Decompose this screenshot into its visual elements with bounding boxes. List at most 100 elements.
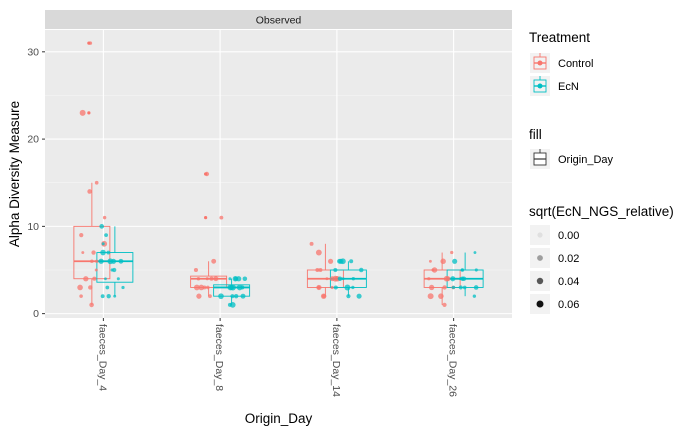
- jitter-point: [309, 241, 314, 246]
- jitter-point: [230, 294, 235, 299]
- jitter-point: [321, 294, 327, 299]
- legend-label-fill: Origin_Day: [558, 154, 614, 166]
- jitter-point: [462, 285, 467, 290]
- facet-strip: [45, 10, 512, 29]
- legend-size-keys: 0.00 0.02 0.04 0.06: [530, 225, 579, 314]
- jitter-point: [438, 293, 444, 299]
- jitter-point: [206, 285, 210, 290]
- jitter-point: [90, 259, 94, 264]
- jitter-point: [443, 275, 450, 282]
- x-axis: faeces_Day_4 faeces_Day_8 faeces_Day_14 fae…: [96, 318, 459, 397]
- jitter-point: [431, 268, 435, 272]
- x-tick-label: faeces_Day_14: [330, 324, 342, 397]
- jitter-point: [101, 242, 105, 246]
- legend-label-size: 0.04: [558, 276, 579, 288]
- jitter-point: [104, 277, 107, 281]
- jitter-point: [460, 268, 464, 272]
- jitter-point: [344, 284, 351, 291]
- legend-key-point: [537, 232, 543, 238]
- jitter-point: [79, 294, 83, 298]
- jitter-point: [450, 250, 454, 255]
- jitter-point: [328, 258, 334, 264]
- legend: Treatment Control EcN fill Origin_Day sqr…: [529, 30, 674, 314]
- jitter-point: [196, 293, 202, 299]
- jitter-point: [427, 293, 434, 300]
- jitter-point: [333, 267, 338, 273]
- y-tick-label: 30: [27, 46, 39, 58]
- jitter-point: [208, 294, 212, 299]
- jitter-point: [213, 276, 219, 282]
- jitter-point: [77, 284, 83, 291]
- legend-key-point: [537, 255, 543, 261]
- jitter-point: [100, 249, 106, 256]
- jitter-point: [106, 294, 111, 299]
- legend-title-fill: fill: [529, 127, 542, 142]
- jitter-point: [79, 109, 86, 116]
- legend-label-size: 0.02: [558, 253, 579, 265]
- jitter-point: [112, 267, 117, 273]
- jitter-point: [428, 259, 432, 263]
- jitter-point: [233, 293, 239, 299]
- jitter-point: [89, 302, 94, 308]
- jitter-point: [106, 250, 111, 255]
- jitter-point: [211, 258, 217, 264]
- jitter-point: [95, 259, 99, 263]
- jitter-point: [461, 276, 467, 282]
- jitter-point: [349, 259, 354, 264]
- jitter-point: [329, 276, 335, 282]
- jitter-point: [458, 277, 462, 281]
- y-axis: 0 10 20 30: [27, 46, 45, 320]
- jitter-point: [229, 302, 236, 308]
- jitter-point: [351, 285, 355, 290]
- jitter-point: [325, 277, 329, 281]
- jitter-point: [204, 171, 210, 177]
- jitter-point: [316, 284, 322, 291]
- jitter-point: [427, 277, 431, 281]
- jitter-point: [458, 285, 463, 290]
- jitter-point: [330, 285, 334, 290]
- x-axis-title: Origin_Day: [245, 411, 313, 426]
- jitter-point: [346, 294, 351, 299]
- legend-key-point: [536, 277, 544, 285]
- legend-label-size: 0.00: [558, 230, 579, 242]
- legend-fill-keys: Origin_Day: [530, 149, 614, 169]
- jitter-points: [77, 41, 479, 308]
- x-tick-label: faeces_Day_8: [213, 324, 225, 391]
- jitter-point: [315, 267, 320, 273]
- jitter-point: [236, 284, 243, 291]
- outlier-point: [204, 216, 208, 220]
- jitter-point: [92, 276, 97, 281]
- jitter-point: [88, 285, 93, 290]
- jitter-point: [440, 258, 446, 265]
- jitter-point: [219, 215, 224, 220]
- jitter-point: [428, 284, 435, 291]
- jitter-point: [205, 277, 209, 281]
- y-tick-label: 20: [27, 134, 39, 146]
- jitter-point: [242, 276, 248, 282]
- x-tick-label: faeces_Day_26: [447, 324, 459, 397]
- jitter-point: [442, 285, 447, 290]
- outlier-point: [87, 111, 91, 115]
- jitter-point: [100, 294, 105, 299]
- jitter-point: [318, 268, 323, 272]
- jitter-point: [98, 258, 104, 264]
- jitter-point: [88, 41, 93, 45]
- jitter-point: [105, 285, 110, 290]
- jitter-point: [113, 294, 117, 298]
- y-tick-label: 10: [27, 221, 39, 233]
- legend-label-size: 0.06: [558, 299, 579, 311]
- legend-label-treatment: EcN: [558, 81, 579, 93]
- jitter-point: [472, 294, 477, 298]
- jitter-point: [359, 267, 364, 273]
- jitter-point: [451, 285, 456, 290]
- jitter-point: [193, 284, 200, 291]
- jitter-point: [104, 233, 108, 237]
- plot-panel: [45, 30, 512, 318]
- jitter-point: [99, 224, 105, 229]
- jitter-point: [94, 180, 99, 185]
- jitter-point: [474, 268, 478, 272]
- jitter-point: [83, 276, 89, 282]
- jitter-point: [356, 293, 362, 299]
- facet-label: Observed: [256, 15, 302, 27]
